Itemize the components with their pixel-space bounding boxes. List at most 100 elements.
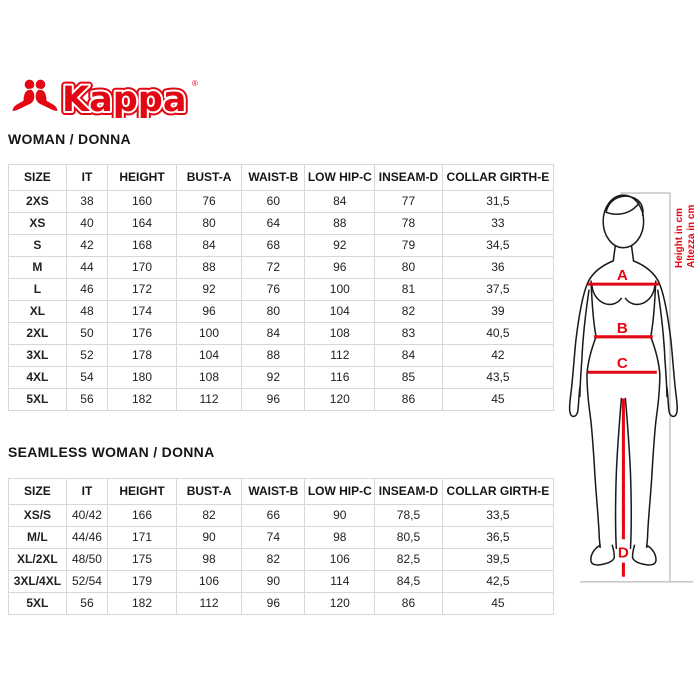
table-row: XS 40 164 80 64 88 78 33 [8,212,555,235]
size-cell: 5XL [8,592,67,615]
value-cell: 179 [107,570,177,593]
value-cell: 182 [107,388,177,411]
value-cell: 78 [374,212,443,235]
value-cell: 46 [65,278,109,301]
table-row: M/L 44/46 171 90 74 98 80,5 36,5 [8,526,555,549]
value-cell: 164 [107,212,177,235]
column-header: BUST-A [175,478,243,505]
table-row: XL 48 174 96 80 104 82 39 [8,300,555,323]
value-cell: 56 [65,388,109,411]
value-cell: 174 [107,300,177,323]
value-cell: 80 [374,256,443,279]
kappa-logo: Kappa Kappa Kappa ® [10,68,200,124]
column-header: WAIST-B [241,164,306,191]
svg-text:Kappa: Kappa [62,80,186,118]
registered-mark: ® [192,79,198,88]
value-cell: 84 [241,322,306,345]
column-header: LOW HIP-C [304,478,376,505]
value-cell: 86 [374,592,443,615]
value-cell: 100 [175,322,243,345]
size-cell: M [8,256,67,279]
value-cell: 90 [241,570,306,593]
value-cell: 182 [107,592,177,615]
woman-figure-illustration: A B C D [568,192,694,583]
value-cell: 96 [175,300,243,323]
value-cell: 120 [304,388,376,411]
value-cell: 80 [241,300,306,323]
value-cell: 100 [304,278,376,301]
value-cell: 44/46 [65,526,109,549]
value-cell: 106 [304,548,376,571]
value-cell: 96 [241,388,306,411]
value-cell: 82 [175,504,243,527]
column-header: HEIGHT [107,478,177,505]
value-cell: 176 [107,322,177,345]
section-heading-seamless: SEAMLESS WOMAN / DONNA [8,444,215,460]
table-header-row: SIZE IT HEIGHT BUST-A WAIST-B LOW HIP-C INSEAM… [8,164,555,191]
column-header: INSEAM-D [374,164,443,191]
size-cell: XL/2XL [8,548,67,571]
size-cell: M/L [8,526,67,549]
value-cell: 112 [175,388,243,411]
value-cell: 52 [65,344,109,367]
size-cell: S [8,234,67,257]
value-cell: 112 [175,592,243,615]
height-caption-it: Altezza in cm [686,204,697,268]
table-row: L 46 172 92 76 100 81 37,5 [8,278,555,301]
section-heading-woman: WOMAN / DONNA [8,131,131,147]
value-cell: 85 [374,366,443,389]
kappa-logo-svg: Kappa Kappa Kappa ® [11,76,198,124]
table-row: XS/S 40/42 166 82 66 90 78,5 33,5 [8,504,555,527]
value-cell: 31,5 [441,190,555,213]
value-cell: 82,5 [374,548,443,571]
value-cell: 48/50 [65,548,109,571]
column-header: SIZE [8,164,67,191]
column-header: COLLAR GIRTH-E [441,478,555,505]
column-header: HEIGHT [107,164,177,191]
value-cell: 77 [374,190,443,213]
value-cell: 112 [304,344,376,367]
table-row: 3XL/4XL 52/54 179 106 90 114 84,5 42,5 [8,570,555,593]
value-cell: 86 [374,388,443,411]
value-cell: 106 [175,570,243,593]
value-cell: 76 [241,278,306,301]
value-cell: 120 [304,592,376,615]
value-cell: 40/42 [65,504,109,527]
value-cell: 36,5 [441,526,555,549]
value-cell: 88 [241,344,306,367]
value-cell: 45 [441,592,555,615]
value-cell: 56 [65,592,109,615]
value-cell: 90 [304,504,376,527]
value-cell: 178 [107,344,177,367]
value-cell: 66 [241,504,306,527]
value-cell: 33 [441,212,555,235]
value-cell: 168 [107,234,177,257]
value-cell: 34,5 [441,234,555,257]
value-cell: 84 [175,234,243,257]
value-cell: 175 [107,548,177,571]
value-cell: 98 [175,548,243,571]
size-cell: XS [8,212,67,235]
value-cell: 42 [441,344,555,367]
size-cell: 5XL [8,388,67,411]
value-cell: 68 [241,234,306,257]
value-cell: 96 [241,592,306,615]
value-cell: 42 [65,234,109,257]
value-cell: 74 [241,526,306,549]
value-cell: 39 [441,300,555,323]
height-measure-line [579,192,694,583]
value-cell: 171 [107,526,177,549]
value-cell: 37,5 [441,278,555,301]
size-cell: 3XL [8,344,67,367]
value-cell: 170 [107,256,177,279]
table-row: 5XL 56 182 112 96 120 86 45 [8,592,555,615]
value-cell: 60 [241,190,306,213]
table-row: 2XL 50 176 100 84 108 83 40,5 [8,322,555,345]
height-captions: Height in cm Altezza in cm [674,198,697,268]
value-cell: 36 [441,256,555,279]
value-cell: 33,5 [441,504,555,527]
value-cell: 54 [65,366,109,389]
value-cell: 40,5 [441,322,555,345]
value-cell: 104 [304,300,376,323]
